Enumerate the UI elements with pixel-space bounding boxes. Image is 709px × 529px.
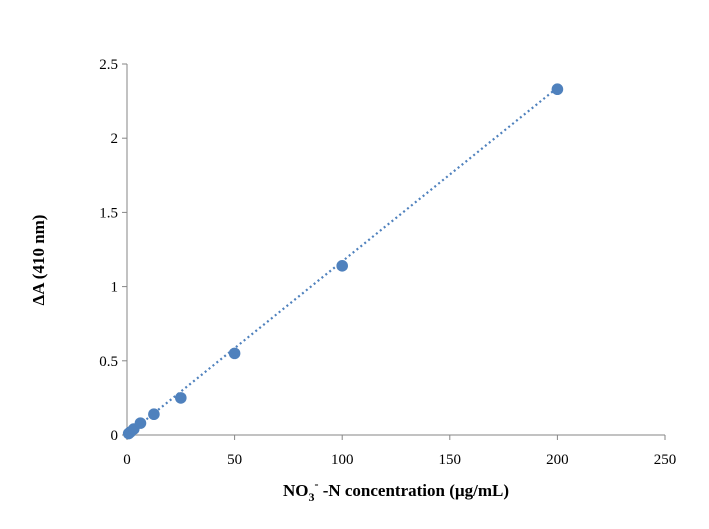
x-axis-title-prefix: NO bbox=[283, 481, 309, 500]
data-point bbox=[134, 417, 147, 429]
x-tick-label: 250 bbox=[654, 452, 677, 468]
x-axis-title-superscript: - bbox=[314, 477, 318, 491]
data-point bbox=[175, 392, 187, 404]
x-tick-label: 150 bbox=[439, 452, 462, 468]
x-tick-label: 50 bbox=[227, 452, 242, 468]
x-tick-label: 0 bbox=[123, 452, 131, 468]
data-point bbox=[148, 408, 160, 421]
data-point bbox=[228, 347, 241, 360]
data-point bbox=[551, 83, 564, 96]
y-axis-title: ΔA (410 nm) bbox=[29, 215, 48, 306]
data-points-layer bbox=[122, 83, 564, 440]
x-tick-label: 200 bbox=[546, 452, 569, 468]
y-tick-label: 2.5 bbox=[99, 57, 118, 73]
y-tick-label: 1 bbox=[111, 280, 119, 296]
y-tick-label: 2 bbox=[111, 131, 119, 147]
x-axis-title-subscript: 3 bbox=[308, 490, 314, 504]
axes-layer bbox=[122, 63, 666, 440]
y-tick-label: 0.5 bbox=[99, 354, 118, 370]
x-tick-label: 100 bbox=[331, 452, 354, 468]
y-tick-label: 0 bbox=[111, 428, 119, 444]
tick-labels-layer: 0 0.5 1 1.5 2 2.5 0 50 100 150 200 250 bbox=[99, 57, 676, 468]
y-tick-label: 1.5 bbox=[99, 205, 118, 221]
x-axis-title-suffix: -N concentration (µg/mL) bbox=[318, 481, 509, 500]
x-axis-title: NO3- -N concentration (µg/mL) bbox=[283, 477, 509, 504]
data-point bbox=[336, 260, 349, 272]
